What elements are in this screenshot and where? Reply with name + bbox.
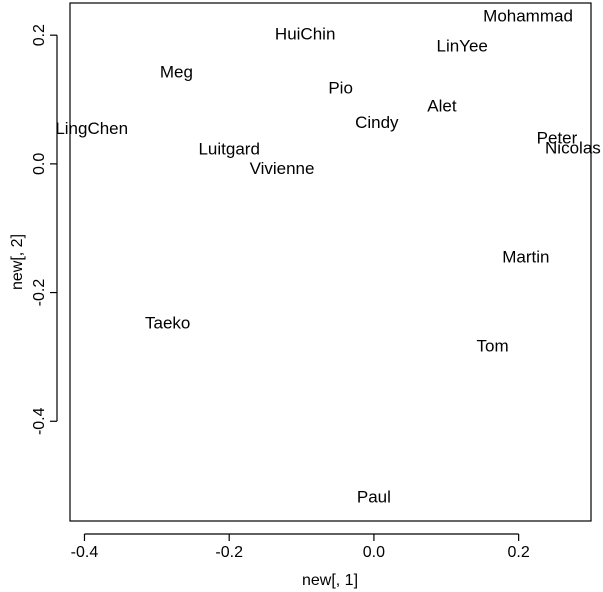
point-label: Mohammad xyxy=(483,6,573,25)
x-tick-label: 0.0 xyxy=(363,544,385,561)
y-tick-label: -0.4 xyxy=(31,407,48,435)
point-label: Tom xyxy=(477,336,509,355)
point-label: Martin xyxy=(502,248,549,267)
point-label: Pio xyxy=(328,78,353,97)
point-label: LinYee xyxy=(437,37,488,56)
x-tick-label: -0.4 xyxy=(71,544,99,561)
point-label: Taeko xyxy=(145,313,190,332)
plot-frame xyxy=(69,2,592,522)
x-axis-title: new[, 1] xyxy=(302,572,358,589)
y-axis-title: new[, 2] xyxy=(9,234,26,290)
point-label: Paul xyxy=(357,488,391,507)
point-label: Luitgard xyxy=(198,140,259,159)
x-tick-label: -0.2 xyxy=(215,544,243,561)
point-label: LingChen xyxy=(55,119,128,138)
x-tick-label: 0.2 xyxy=(508,544,530,561)
x-axis: -0.4 -0.2 0.0 0.2 xyxy=(71,533,530,561)
point-label: Cindy xyxy=(355,113,399,132)
point-labels: Mohammad HuiChin LinYee Meg Pio Alet LingChen C… xyxy=(55,6,600,506)
point-label: Vivienne xyxy=(250,159,315,178)
point-label: Nicolas xyxy=(545,138,601,157)
y-tick-label: 0.2 xyxy=(31,24,48,46)
y-tick-label: 0.0 xyxy=(31,153,48,175)
point-label: Alet xyxy=(427,96,457,115)
y-tick-label: -0.2 xyxy=(31,279,48,307)
point-label: Peter xyxy=(537,129,578,148)
point-label: HuiChin xyxy=(275,24,335,43)
y-axis: -0.4 -0.2 0.0 0.2 xyxy=(31,24,58,435)
point-label: Meg xyxy=(160,62,193,81)
